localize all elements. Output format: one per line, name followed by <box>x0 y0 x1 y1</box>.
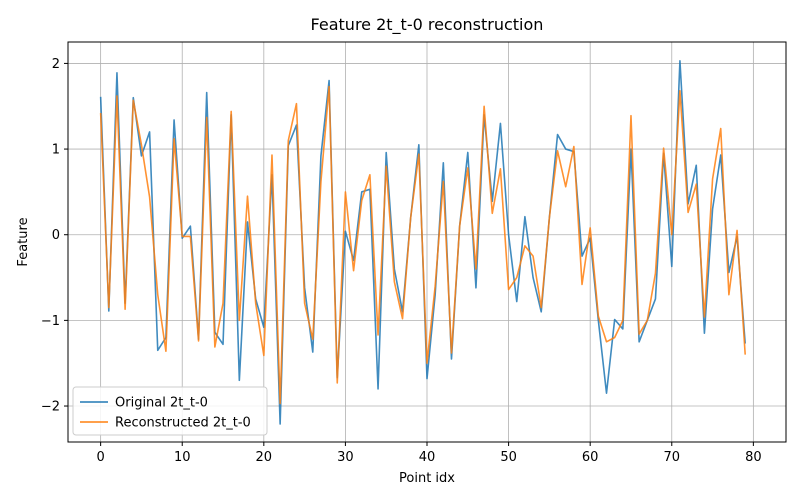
x-tick-label: 30 <box>337 450 354 465</box>
x-axis-title: Point idx <box>399 471 455 486</box>
legend-box <box>72 386 268 436</box>
grid <box>68 42 786 442</box>
legend: Original 2t_t-0 Reconstructed 2t_t-0 <box>72 386 268 436</box>
x-tick-label: 0 <box>96 450 104 465</box>
series-lines <box>99 60 746 425</box>
y-tick-label: 1 <box>52 143 60 158</box>
x-tick-label: 80 <box>745 450 762 465</box>
y-axis-title: Feature <box>16 217 31 266</box>
x-tick-label: 20 <box>256 450 273 465</box>
series-line-reconstructed <box>99 85 746 405</box>
x-tick-label: 10 <box>174 450 191 465</box>
y-tick-label: 0 <box>52 228 60 243</box>
y-tick-label: −1 <box>41 314 60 329</box>
legend-label: Reconstructed 2t_t-0 <box>115 416 251 431</box>
y-tick-label: −2 <box>41 400 60 415</box>
axis-ticks: 0 10 20 30 40 50 60 70 80 −2 −1 0 1 2 <box>41 57 762 465</box>
legend-label: Original 2t_t-0 <box>115 396 208 411</box>
chart-title: Feature 2t_t-0 reconstruction <box>311 15 544 35</box>
x-tick-label: 50 <box>500 450 517 465</box>
y-tick-label: 2 <box>52 57 60 72</box>
x-tick-label: 70 <box>663 450 680 465</box>
x-tick-label: 40 <box>419 450 436 465</box>
x-tick-label: 60 <box>582 450 599 465</box>
